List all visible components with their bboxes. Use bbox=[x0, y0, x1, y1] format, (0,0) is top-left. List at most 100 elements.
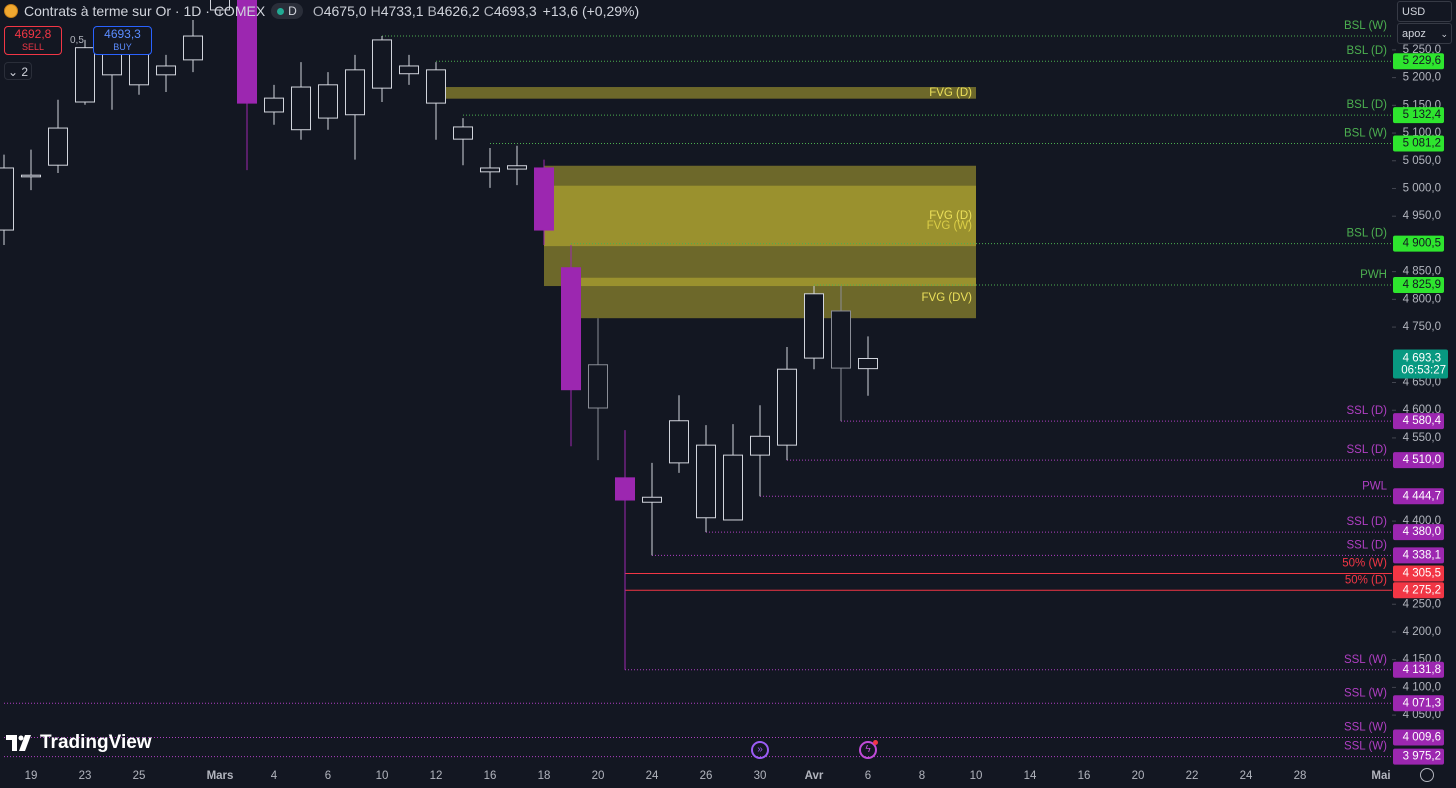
y-tick-label: 4 650,0 bbox=[1403, 377, 1441, 389]
level-price-label: 4 444,7 bbox=[1403, 490, 1441, 502]
x-tick-label: 20 bbox=[1132, 770, 1145, 782]
x-tick-label: 16 bbox=[1078, 770, 1091, 782]
buy-button[interactable]: 4693,3 BUY bbox=[93, 26, 152, 55]
ohlc-key: C bbox=[483, 3, 494, 19]
settings-icon[interactable] bbox=[1420, 768, 1434, 782]
level-label: BSL (W) bbox=[1344, 20, 1387, 32]
level-label: 50% (D) bbox=[1345, 574, 1387, 586]
news-icon[interactable]: ϟ bbox=[859, 741, 877, 759]
candle-body bbox=[696, 444, 716, 519]
logo-icon bbox=[6, 735, 31, 751]
x-tick-label: 4 bbox=[271, 770, 278, 782]
axes: 5 250,05 200,05 150,05 100,05 050,05 000… bbox=[25, 44, 1448, 782]
session: D bbox=[288, 4, 297, 18]
x-tick-label: 10 bbox=[970, 770, 983, 782]
candle-body bbox=[507, 165, 527, 170]
y-tick-label: 4 850,0 bbox=[1403, 266, 1441, 278]
x-tick-label: 22 bbox=[1186, 770, 1199, 782]
x-tick-label: 23 bbox=[79, 770, 92, 782]
x-tick-label: Avr bbox=[805, 770, 824, 782]
user-selector[interactable]: apoz ⌄ bbox=[1397, 23, 1452, 44]
candle-body bbox=[399, 65, 419, 75]
level-label: BSL (D) bbox=[1347, 45, 1388, 57]
level-price-box bbox=[1393, 748, 1444, 765]
last-price-timer: 06:53:27 bbox=[1401, 365, 1446, 377]
candle-body bbox=[264, 97, 284, 113]
dropdown-caret: ⌄ bbox=[1440, 29, 1448, 39]
level-label: SSL (D) bbox=[1347, 444, 1388, 456]
y-tick-label: 4 400,0 bbox=[1403, 515, 1441, 527]
y-tick-label: 5 000,0 bbox=[1403, 183, 1441, 195]
x-tick-label: 19 bbox=[25, 770, 38, 782]
candle-body bbox=[777, 368, 797, 446]
session-pill[interactable]: D bbox=[271, 3, 303, 19]
y-tick-label: 4 050,0 bbox=[1403, 709, 1441, 721]
level-price-label: 4 338,1 bbox=[1403, 549, 1441, 561]
x-tick-label: 24 bbox=[646, 770, 659, 782]
level-price-box bbox=[1393, 235, 1444, 252]
sell-label: SELL bbox=[21, 42, 45, 52]
buy-label: BUY bbox=[113, 42, 132, 52]
sell-button[interactable]: 4692,8 SELL bbox=[4, 26, 62, 55]
level-label: SSL (D) bbox=[1347, 405, 1388, 417]
sell-price: 4692,8 bbox=[14, 27, 52, 41]
candle-body bbox=[75, 47, 95, 103]
ohlc-value: 4626,2 bbox=[436, 3, 480, 19]
candle-body bbox=[237, 0, 257, 104]
level-price-box bbox=[1393, 565, 1444, 582]
level-price-label: 4 131,8 bbox=[1403, 664, 1441, 676]
level-label: SSL (D) bbox=[1347, 539, 1388, 551]
x-tick-label: 14 bbox=[1024, 770, 1037, 782]
level-price-box bbox=[1393, 53, 1444, 70]
level-label: SSL (W) bbox=[1344, 741, 1387, 753]
level-label: 50% (W) bbox=[1342, 558, 1387, 570]
news-badge bbox=[873, 740, 878, 745]
level-price-box bbox=[1393, 729, 1444, 746]
symbol-header: Contrats à terme sur Or · 1D · COMEX D O… bbox=[4, 2, 639, 20]
currency-selector[interactable]: USD bbox=[1397, 1, 1452, 22]
level-price-box bbox=[1393, 413, 1444, 430]
candle-body bbox=[345, 69, 365, 116]
last-price-box bbox=[1393, 349, 1448, 379]
fvg-zone bbox=[436, 87, 976, 99]
y-tick-label: 4 100,0 bbox=[1403, 681, 1441, 693]
brand-name: TradingView bbox=[40, 732, 152, 753]
y-tick-label: 5 200,0 bbox=[1403, 72, 1441, 84]
level-price-label: 4 380,0 bbox=[1403, 526, 1441, 538]
level-price-label: 5 132,4 bbox=[1403, 109, 1442, 121]
level-label: PWL bbox=[1362, 480, 1388, 492]
x-tick-label: 6 bbox=[325, 770, 331, 782]
level-label: SSL (W) bbox=[1344, 722, 1387, 734]
level-price-label: 4 580,4 bbox=[1403, 415, 1442, 427]
time-axis-bg bbox=[0, 765, 1456, 788]
level-price-label: 5 081,2 bbox=[1403, 137, 1441, 149]
fvg-zone bbox=[571, 277, 976, 319]
ohlc-key: O bbox=[312, 3, 324, 19]
candle-body bbox=[588, 364, 608, 409]
brand-logo[interactable]: TradingView bbox=[6, 732, 152, 754]
event-icon[interactable]: » bbox=[751, 741, 769, 759]
candle-body bbox=[534, 167, 554, 231]
level-price-label: 4 900,5 bbox=[1403, 238, 1441, 250]
candle-body bbox=[561, 267, 581, 391]
indicators-toggle[interactable]: ⌄ 2 bbox=[4, 62, 32, 80]
fvg-zone bbox=[544, 185, 976, 247]
y-tick-label: 4 550,0 bbox=[1403, 432, 1441, 444]
candle-body bbox=[156, 65, 176, 76]
level-label: BSL (W) bbox=[1344, 127, 1387, 139]
candle-body bbox=[318, 84, 338, 119]
candle-body bbox=[21, 174, 41, 178]
level-label: BSL (D) bbox=[1347, 228, 1388, 240]
x-tick-label: 30 bbox=[754, 770, 767, 782]
level-price-label: 5 229,6 bbox=[1403, 55, 1441, 67]
candle-body bbox=[291, 86, 311, 131]
level-price-box bbox=[1393, 107, 1444, 124]
level-price-label: 4 071,3 bbox=[1403, 697, 1441, 709]
symbol-name[interactable]: Contrats à terme sur Or · 1D · COMEX bbox=[24, 3, 266, 19]
status-dot bbox=[277, 7, 285, 15]
indicator-count: 2 bbox=[21, 65, 29, 79]
y-tick-label: 4 800,0 bbox=[1403, 293, 1441, 305]
candle-body bbox=[210, 0, 230, 11]
